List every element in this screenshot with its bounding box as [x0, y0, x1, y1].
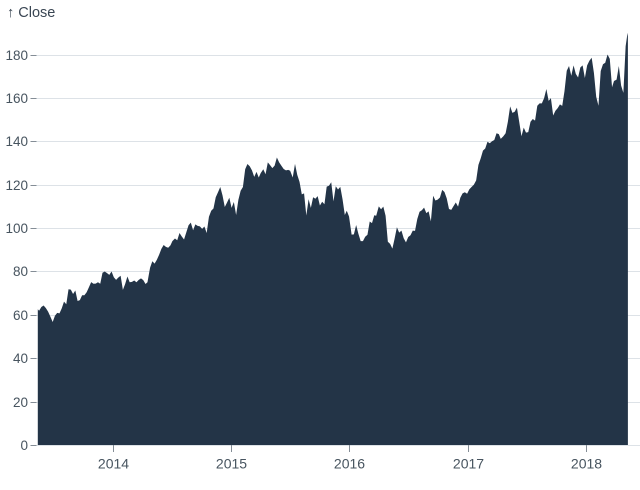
x-tick-label: 2017: [453, 456, 484, 472]
y-tick-label: 160: [5, 91, 28, 106]
x-tick-label: 2015: [216, 456, 247, 472]
y-tick-label: 80: [13, 264, 28, 279]
y-axis-title: ↑ Close: [7, 5, 55, 21]
y-tick-label: 140: [5, 134, 28, 149]
y-tick-label: 20: [13, 395, 28, 410]
y-tick-label: 40: [13, 351, 28, 366]
y-axis: 0 20 40 60 80 100 120 140 160 180: [5, 48, 36, 453]
x-tick-label: 2014: [98, 456, 129, 472]
y-tick-label: 180: [5, 48, 28, 63]
x-tick-label: 2016: [334, 456, 365, 472]
y-tick-label: 100: [5, 221, 28, 236]
y-tick-label: 120: [5, 178, 28, 193]
close-area-path: [38, 33, 628, 445]
y-tick-label: 0: [20, 438, 28, 453]
area-series-close: [38, 33, 628, 445]
x-tick-label: 2018: [571, 456, 602, 472]
x-axis: 2014 2015 2016 2017 2018: [98, 445, 602, 472]
y-tick-label: 60: [13, 308, 28, 323]
